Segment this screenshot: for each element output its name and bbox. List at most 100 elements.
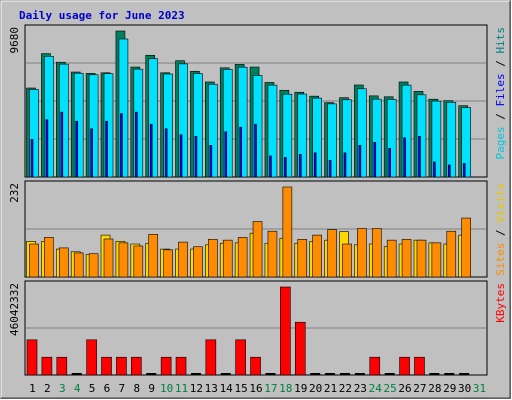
panel-max-label: 46042332 (8, 283, 21, 336)
x-tick-label: 27 (413, 382, 426, 395)
x-tick-label: 16 (249, 382, 262, 395)
x-tick-label: 18 (279, 382, 292, 395)
x-tick-label: 23 (354, 382, 367, 395)
bar-files (297, 93, 308, 178)
bar-files (59, 63, 69, 178)
bar-sites (193, 246, 203, 278)
bar-files (386, 99, 397, 178)
bar-sites (73, 252, 84, 278)
bar-files (208, 83, 218, 178)
bar-pages (239, 126, 242, 178)
x-tick-label: 13 (205, 382, 218, 395)
bar-sites (163, 249, 173, 278)
bar-files (103, 73, 114, 178)
panel-hits-files-pages: 9680 Pages / Files / Hits (8, 24, 507, 178)
x-tick-label: 19 (294, 382, 307, 395)
bar-sites (29, 243, 39, 278)
bar-sites (371, 228, 382, 278)
legend-part: Sites (494, 243, 507, 276)
bar-sites (446, 230, 457, 278)
legend-part: Visits (494, 183, 507, 223)
bar-sites (386, 239, 397, 278)
bar-files (282, 93, 293, 178)
bar-files (342, 99, 352, 178)
bar-sites (461, 217, 471, 278)
bar-kbytes-zero (71, 373, 82, 375)
x-tick-label: 5 (89, 382, 96, 395)
bar-sites (297, 239, 308, 278)
legend-part: KBytes (494, 283, 507, 323)
bar-kbytes (116, 356, 127, 376)
bar-files (118, 38, 129, 178)
bar-kbytes (41, 356, 53, 376)
bar-pages (418, 135, 421, 178)
bar-files (88, 74, 99, 178)
bar-kbytes (205, 339, 217, 376)
bar-kbytes (101, 356, 112, 376)
bar-sites (342, 243, 352, 278)
x-tick-label: 17 (264, 382, 277, 395)
bar-files (416, 94, 427, 178)
bar-sites (312, 234, 322, 278)
x-tick-label: 11 (175, 382, 188, 395)
bar-files (446, 102, 457, 178)
bar-pages (105, 120, 108, 178)
panel-legend: Sites / Visits (494, 183, 507, 276)
bar-pages (403, 137, 406, 178)
bar-sites (416, 239, 427, 278)
bar-sites (401, 239, 412, 278)
bar-pages (388, 148, 391, 178)
legend-part: Pages (494, 126, 507, 159)
bar-kbytes (414, 356, 425, 376)
bar-pages (179, 134, 183, 178)
bar-files (327, 103, 337, 178)
bar-files (133, 68, 144, 178)
bar-kbytes (399, 356, 410, 376)
x-tick-label: 10 (160, 382, 173, 395)
bar-files (148, 58, 159, 178)
bar-pages (328, 160, 332, 178)
bar-sites (252, 221, 263, 278)
bar-pages (433, 161, 436, 178)
bar-sites (133, 245, 144, 278)
bar-sites (118, 242, 129, 278)
x-tick-label: 4 (74, 382, 81, 395)
bar-files (73, 72, 84, 178)
panel-kbytes: 46042332 KBytes (8, 280, 507, 376)
bar-pages (90, 128, 93, 178)
bar-kbytes (280, 286, 291, 376)
bar-files (461, 107, 471, 178)
bar-sites (178, 241, 188, 278)
bar-files (222, 69, 233, 178)
bar-pages (30, 138, 34, 178)
bar-kbytes-zero (339, 373, 350, 375)
bar-files (178, 63, 188, 178)
x-tick-label: 9 (148, 382, 155, 395)
bar-kbytes-zero (310, 373, 321, 375)
bar-kbytes (369, 356, 381, 376)
bar-pages (269, 155, 272, 178)
x-tick-label: 12 (190, 382, 203, 395)
bar-pages (60, 111, 64, 178)
legend-part: Hits (494, 27, 507, 54)
bar-pages (45, 119, 49, 178)
legend-part: / (494, 223, 507, 243)
bar-kbytes (26, 339, 38, 376)
bar-kbytes-zero (429, 373, 440, 375)
bar-kbytes (86, 339, 97, 376)
bar-pages (462, 163, 466, 178)
bar-pages (75, 120, 79, 178)
panel-visits-sites: 232 Sites / Visits (8, 180, 507, 278)
x-tick-label: 15 (234, 382, 247, 395)
bar-kbytes (294, 321, 306, 376)
panel-max-label: 9680 (8, 27, 21, 54)
bar-pages (373, 142, 377, 178)
bar-pages (120, 113, 123, 178)
bar-pages (358, 145, 362, 178)
bar-kbytes-zero (146, 373, 157, 375)
bar-kbytes-zero (325, 373, 336, 375)
bar-files (237, 66, 248, 178)
bar-kbytes (235, 339, 246, 376)
bar-sites (59, 247, 69, 278)
